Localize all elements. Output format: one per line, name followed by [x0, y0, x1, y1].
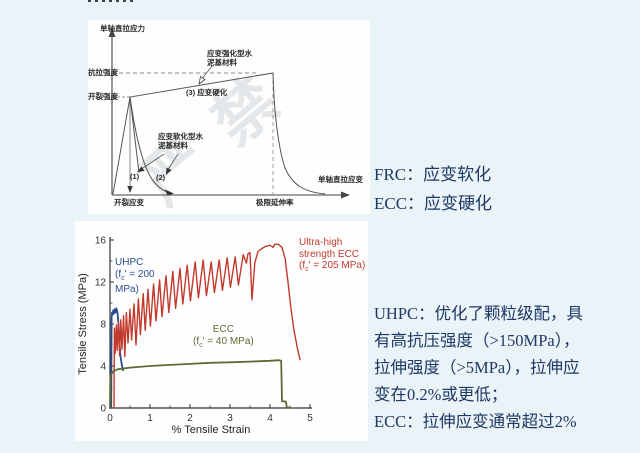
x-tick-label: 5: [307, 413, 313, 424]
x-tick-label: 3: [227, 413, 233, 424]
series-label-uhs-ecc: Ultra-high strength ECC (fc' = 205 MPa): [299, 237, 366, 273]
series-label-uhpc: UHPC (fc' = 200 MPa): [115, 257, 155, 295]
ultimate-elongation-label: 极限延伸率: [256, 198, 294, 207]
schematic-y-axis-title: 单轴直拉应力: [100, 24, 145, 33]
tensile-chart-panel: 0 1 2 3 4 5 0 4 8 12 16% Tensile Strain Tensile Str…: [75, 221, 368, 441]
cropped-title-fragment: [88, 0, 134, 2]
chart-x-axis-title: % Tensile Strain: [172, 424, 251, 436]
x-tick-label: 4: [267, 413, 273, 424]
note-ecc: ECC：应变硬化: [374, 194, 493, 213]
y-tick-label: 0: [100, 404, 106, 415]
strain-hardening-label: (3) 应变硬化: [186, 88, 228, 97]
softening-label-pointer2-line: [166, 153, 179, 172]
softening-label-arrow2-icon: [166, 167, 172, 175]
body-text-line-5: ECC：拉伸应变通常超过2%: [374, 412, 577, 431]
body-text-line-3: 拉伸强度（>5MPa），拉伸应: [374, 358, 580, 377]
x-tick-label: 1: [147, 413, 153, 424]
tensile-strength-label: 抗拉强度: [88, 68, 118, 77]
note-frc: FRC：应变软化: [374, 165, 492, 184]
curve2-label: (2): [156, 173, 166, 182]
softening-material-label: 应变软化型水 泥基材料: [158, 132, 203, 150]
x-axis-arrow-icon: [341, 191, 350, 199]
hardening-material-line2: 泥基材料: [207, 58, 237, 67]
cracking-strain-label: 开裂应变: [114, 198, 144, 207]
cracking-strain-arrow-icon: [127, 186, 133, 193]
y-tick-label: 4: [100, 362, 106, 373]
schematic-panel: 严禁: [88, 20, 370, 218]
hardening-label-arrow-icon: [198, 75, 206, 85]
x-tick-label: 2: [187, 413, 193, 424]
series-label-ecc: ECC (fc' = 40 MPa): [193, 324, 254, 349]
x-tick-label: 0: [107, 413, 113, 424]
series-curve-ecc: [109, 359, 291, 409]
schematic-svg: [108, 28, 350, 199]
body-text-line-1: UHPC：优化了颗粒级配，具: [374, 304, 584, 323]
strain-hardening-curve: [112, 72, 326, 195]
softening-curve-end-arrow-icon: [165, 189, 174, 196]
softening-material-line1: 应变软化型水: [158, 132, 203, 141]
y-tick-label: 12: [95, 278, 107, 289]
schematic-x-axis-title: 单轴直拉应变: [318, 175, 363, 184]
chart-y-axis-title: Tensile Stress (MPa): [77, 273, 89, 374]
y-tick-label: 8: [100, 320, 106, 331]
body-text-line-4: 变在0.2%或更低；: [374, 385, 508, 404]
strain-softening-curve-2: [129, 96, 170, 193]
softening-label-arrow1-icon: [137, 166, 145, 172]
hardening-material-label: 应变强化型水 泥基材料: [207, 49, 252, 67]
softening-material-line2: 泥基材料: [158, 141, 188, 150]
body-text-line-2: 有高抗压强度（>150MPa），: [374, 331, 580, 350]
hardening-material-line1: 应变强化型水: [207, 49, 252, 58]
series-curve-uhs-ecc: [113, 243, 301, 409]
y-axis-arrow-icon: [108, 28, 116, 37]
cracking-strength-label: 开裂强度: [88, 92, 118, 101]
y-tick-label: 16: [95, 236, 107, 247]
softening-label-pointer1-line: [139, 153, 165, 171]
curve1-label: (1): [130, 172, 140, 181]
